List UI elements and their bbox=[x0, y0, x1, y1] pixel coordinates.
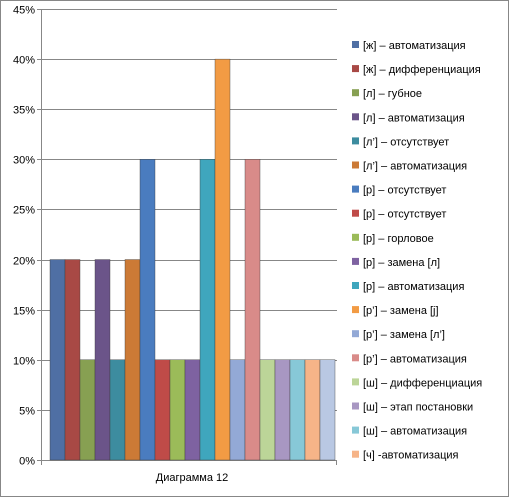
legend-swatch bbox=[352, 330, 359, 338]
legend-swatch bbox=[352, 378, 359, 386]
legend-label: [ж] – автоматизация bbox=[363, 40, 466, 52]
y-tick-label: 10% bbox=[13, 356, 35, 368]
y-tick-label: 15% bbox=[13, 306, 35, 318]
bar bbox=[304, 359, 321, 461]
bar bbox=[139, 159, 156, 461]
legend-label: [р’] – замена [j] bbox=[363, 305, 439, 317]
bar bbox=[319, 359, 336, 461]
bar bbox=[154, 359, 171, 461]
legend-label: [л] – автоматизация bbox=[363, 112, 465, 124]
bar bbox=[259, 359, 276, 461]
legend-label: [р] – отсутствует bbox=[363, 209, 446, 221]
bar bbox=[229, 359, 246, 461]
bar bbox=[49, 259, 66, 461]
legend-swatch bbox=[352, 137, 359, 145]
bar bbox=[184, 359, 201, 461]
bar bbox=[124, 259, 141, 461]
legend-label: [ш] – автоматизация bbox=[363, 426, 467, 438]
y-tick-label: 20% bbox=[13, 256, 35, 268]
legend-swatch bbox=[352, 354, 359, 362]
legend-swatch bbox=[352, 89, 359, 97]
legend-label: [ш] – дифференциация bbox=[363, 377, 482, 389]
y-tick-label: 5% bbox=[19, 406, 35, 418]
bar bbox=[199, 159, 216, 461]
legend-swatch bbox=[352, 161, 359, 169]
y-tick-label: 35% bbox=[13, 105, 35, 117]
y-tick-label: 40% bbox=[13, 55, 35, 67]
bar bbox=[109, 359, 126, 461]
x-category-label: Диаграмма 12 bbox=[156, 472, 229, 484]
legend-swatch bbox=[352, 41, 359, 48]
legend-swatch bbox=[352, 282, 359, 289]
legend-label: [р’] – замена [л’] bbox=[363, 329, 445, 341]
bar bbox=[79, 359, 96, 461]
legend-swatch bbox=[352, 306, 359, 314]
legend-swatch bbox=[352, 426, 359, 434]
legend-label: [р’] – автоматизация bbox=[363, 353, 467, 365]
legend-label: [л’] – автоматизация bbox=[363, 161, 467, 173]
legend-label: [л] – губное bbox=[363, 88, 422, 100]
legend-swatch bbox=[352, 113, 359, 121]
y-tick-label: 0% bbox=[19, 456, 35, 468]
bar bbox=[289, 359, 306, 461]
legend-label: [ч] -автоматизация bbox=[363, 450, 459, 462]
y-tick-label: 25% bbox=[13, 205, 35, 217]
bar bbox=[169, 359, 186, 461]
legend-label: [р] – отсутствует bbox=[363, 185, 446, 197]
bar bbox=[94, 259, 111, 461]
legend-label: [р] – горловое bbox=[363, 233, 434, 245]
bar bbox=[64, 259, 81, 461]
legend-swatch bbox=[352, 209, 359, 217]
y-tick-label: 45% bbox=[13, 5, 35, 17]
legend-swatch bbox=[352, 257, 359, 265]
legend-swatch bbox=[352, 185, 359, 193]
bar bbox=[214, 58, 231, 461]
legend-label: [ж] – дифференциация bbox=[363, 64, 481, 76]
legend-swatch bbox=[352, 233, 359, 241]
legend-label: [р] – автоматизация bbox=[363, 281, 464, 293]
legend-label: [р] – замена [л] bbox=[363, 257, 440, 269]
legend-swatch bbox=[352, 450, 359, 458]
bar bbox=[244, 159, 261, 461]
legend-label: [ш] – этап постановки bbox=[363, 402, 473, 414]
legend-label: [л’] – отсутствует bbox=[363, 136, 449, 148]
y-tick-label: 30% bbox=[13, 155, 35, 167]
bar bbox=[274, 359, 291, 461]
legend-swatch bbox=[352, 402, 359, 410]
legend-swatch bbox=[352, 65, 359, 73]
